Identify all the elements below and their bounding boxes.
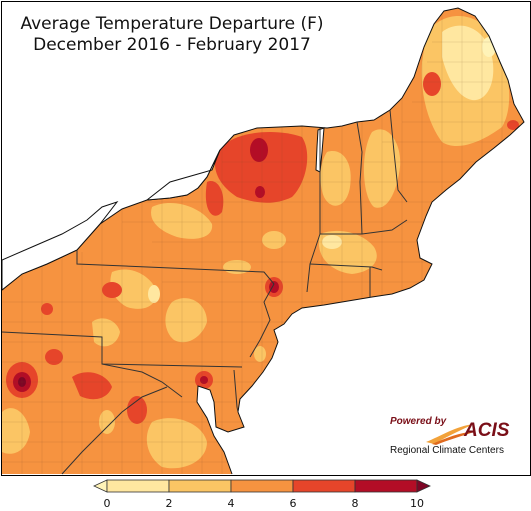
patch-pa-warm-3 xyxy=(45,349,63,365)
legend-bin-0-2 xyxy=(106,479,170,493)
patch-pa-warm-1 xyxy=(102,282,122,298)
patch-maine-coast xyxy=(507,120,519,130)
patch-pa-light-2 xyxy=(165,298,207,343)
patch-ny-hot-1 xyxy=(250,138,268,162)
patch-pa-light-3 xyxy=(92,318,120,347)
patch-vt-light xyxy=(320,151,351,206)
border-ma-south xyxy=(309,263,383,271)
patch-wv-light xyxy=(99,410,115,434)
patch-nh-light xyxy=(363,129,401,208)
border-pa-md xyxy=(2,331,243,368)
patch-ma-lightest xyxy=(322,235,342,249)
acis-logo: Powered by ACIS Regional Climate Centers xyxy=(382,414,517,462)
patch-pa-warm-2 xyxy=(41,303,53,315)
legend-tick-6: 6 xyxy=(289,497,297,510)
logo-regional-climate-centers: Regional Climate Centers xyxy=(390,445,504,456)
map-title: Average Temperature Departure (F) xyxy=(20,14,324,34)
logo-powered-by: Powered by xyxy=(390,416,447,427)
legend-bin-8-10 xyxy=(354,479,418,493)
state-borders xyxy=(2,109,408,475)
border-de xyxy=(233,369,239,413)
patch-wv-hot-core xyxy=(18,377,26,387)
border-va-wv xyxy=(61,386,168,475)
patch-va-warm xyxy=(127,396,147,424)
color-legend: 0 2 4 6 8 10 xyxy=(90,478,440,510)
patch-de-hot xyxy=(200,376,208,384)
patch-maine-warm xyxy=(423,72,441,96)
patch-va-light-2 xyxy=(2,408,30,454)
patch-ny-central-light xyxy=(151,203,213,239)
patch-ny-west-warm xyxy=(205,181,224,216)
border-vt-nh xyxy=(356,121,363,235)
patch-hudson-hot xyxy=(269,281,279,293)
legend-tick-10: 10 xyxy=(410,497,424,510)
legend-tick-8: 8 xyxy=(351,497,359,510)
legend-over-arrow xyxy=(416,479,431,493)
patch-md-warm xyxy=(72,372,112,400)
legend-bar xyxy=(93,479,431,493)
patch-va-light-1 xyxy=(146,418,207,469)
border-ma-north xyxy=(320,219,408,235)
legend-tick-0: 0 xyxy=(103,497,111,510)
patch-maine-coolest xyxy=(442,25,494,101)
patch-nj-light xyxy=(254,346,266,362)
patch-pa-lightest xyxy=(148,285,160,303)
legend-bin-2-4 xyxy=(168,479,232,493)
legend-bin-4-6 xyxy=(230,479,294,493)
legend-bin-6-8 xyxy=(292,479,356,493)
map-frame: Average Temperature Departure (F) Decemb… xyxy=(1,1,531,476)
patch-ny-light-2 xyxy=(262,231,286,249)
lake-erie xyxy=(2,201,119,291)
logo-acis: ACIS xyxy=(464,420,510,441)
acis-swoosh-icon xyxy=(426,424,474,445)
patch-ny-north-warm xyxy=(214,131,308,203)
patch-ny-hot-2 xyxy=(255,186,265,198)
legend-tick-4: 4 xyxy=(227,497,235,510)
border-pa-nj xyxy=(249,283,275,358)
legend-under-arrow xyxy=(93,479,108,493)
border-nh-me xyxy=(389,109,408,203)
border-ny-pa xyxy=(76,250,275,285)
map-date-range: December 2016 - February 2017 xyxy=(33,35,311,55)
coastline xyxy=(2,7,525,475)
patch-pa-light-1 xyxy=(110,269,157,309)
temperature-departure-map xyxy=(2,7,525,475)
border-md-wv xyxy=(101,363,183,398)
lake-ontario xyxy=(145,149,221,201)
anomaly-patches xyxy=(2,15,519,469)
legend-tick-2: 2 xyxy=(165,497,173,510)
